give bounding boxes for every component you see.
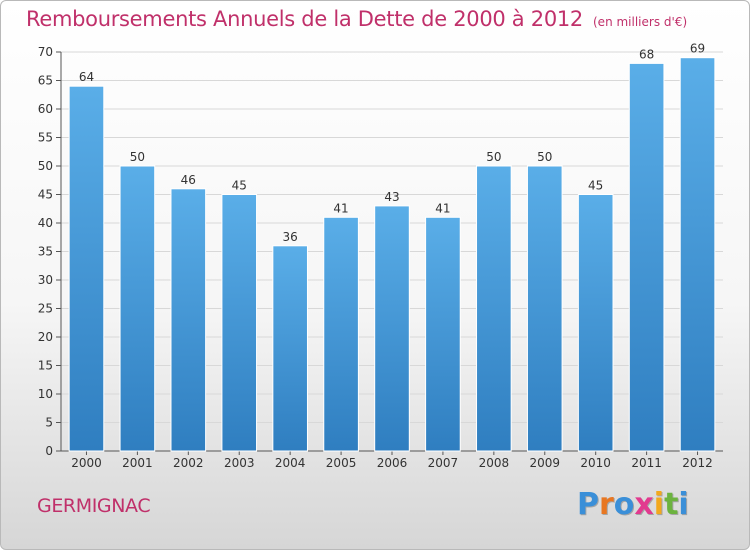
bar-2012 (679, 57, 716, 452)
x-tick-label-2009: 2009 (529, 456, 560, 470)
data-label-2004: 36 (283, 230, 298, 244)
y-tick-label: 40 (38, 216, 53, 230)
x-tick-label-2000: 2000 (71, 456, 102, 470)
x-tick-label-2008: 2008 (479, 456, 510, 470)
y-tick-label: 35 (38, 245, 53, 259)
data-labels: 64 50 46 45 36 41 43 41 50 50 45 68 69 (79, 42, 705, 244)
data-label-2002: 46 (181, 173, 196, 187)
x-tick-label-2001: 2001 (122, 456, 153, 470)
x-tick-label-2005: 2005 (326, 456, 357, 470)
data-label-2010: 45 (588, 179, 603, 193)
logo-letter: t (664, 487, 679, 522)
x-tick-label-2010: 2010 (580, 456, 611, 470)
y-tick-label: 70 (38, 45, 53, 59)
data-label-2001: 50 (130, 150, 145, 164)
y-tick-label: 30 (38, 273, 53, 287)
logo-letter: P (577, 487, 599, 522)
bar-2010 (577, 194, 614, 452)
bar-2006 (374, 205, 410, 452)
y-tick-label: 25 (38, 302, 53, 316)
x-tick-label-2006: 2006 (377, 456, 408, 470)
logo-letter: x (634, 487, 654, 522)
data-label-2009: 50 (537, 150, 552, 164)
bar-2002 (170, 188, 207, 452)
y-tick-label: 60 (38, 102, 53, 116)
y-tick-label: 20 (38, 330, 53, 344)
y-tick-label: 5 (45, 416, 53, 430)
y-tick-label: 55 (38, 131, 53, 145)
data-label-2003: 45 (232, 179, 247, 193)
bar-2008 (476, 165, 512, 452)
logo-letter: r (599, 487, 614, 522)
y-tick-label: 15 (38, 359, 53, 373)
x-tick-label-2007: 2007 (428, 456, 459, 470)
data-label-2007: 41 (435, 201, 450, 215)
chart-unit: (en milliers d'€) (593, 15, 688, 29)
data-label-2006: 43 (384, 190, 399, 204)
x-tick-label-2003: 2003 (224, 456, 255, 470)
x-tick-label-2002: 2002 (173, 456, 204, 470)
y-tick-label: 45 (38, 188, 53, 202)
bar-2001 (119, 165, 156, 452)
y-tick-label: 50 (38, 159, 53, 173)
logo-letter: o (613, 487, 635, 522)
logo-letter: i (653, 487, 665, 522)
data-label-2008: 50 (486, 150, 501, 164)
chart-title: Remboursements Annuels de la Dette de 20… (26, 7, 687, 31)
y-tick-label: 65 (38, 74, 53, 88)
bars (68, 57, 716, 452)
y-tick-label: 0 (45, 444, 53, 458)
y-tick-label: 10 (38, 387, 53, 401)
data-label-2000: 64 (79, 70, 94, 84)
x-tick-label-2012: 2012 (682, 456, 713, 470)
proxiti-logo[interactable]: Proxiti (577, 487, 689, 522)
bar-2000 (68, 85, 105, 452)
data-label-2011: 68 (639, 47, 654, 61)
bar-2007 (425, 216, 461, 452)
bar-2003 (221, 194, 258, 452)
bar-2011 (628, 62, 665, 452)
bar-2005 (323, 216, 359, 452)
x-tick-label-2011: 2011 (631, 456, 662, 470)
chart-title-text: Remboursements Annuels de la Dette de 20… (26, 7, 583, 31)
data-label-2005: 41 (333, 201, 348, 215)
bar-2009 (526, 165, 563, 452)
commune-name: GERMIGNAC (37, 495, 151, 517)
logo-letter: i (678, 487, 689, 522)
data-label-2012: 69 (690, 42, 705, 56)
axes: 0 5 10 15 20 25 30 35 40 45 50 55 60 65 70 2000 2001 2002… (38, 45, 723, 470)
x-tick-label-2004: 2004 (275, 456, 306, 470)
bar-2004 (272, 245, 308, 452)
